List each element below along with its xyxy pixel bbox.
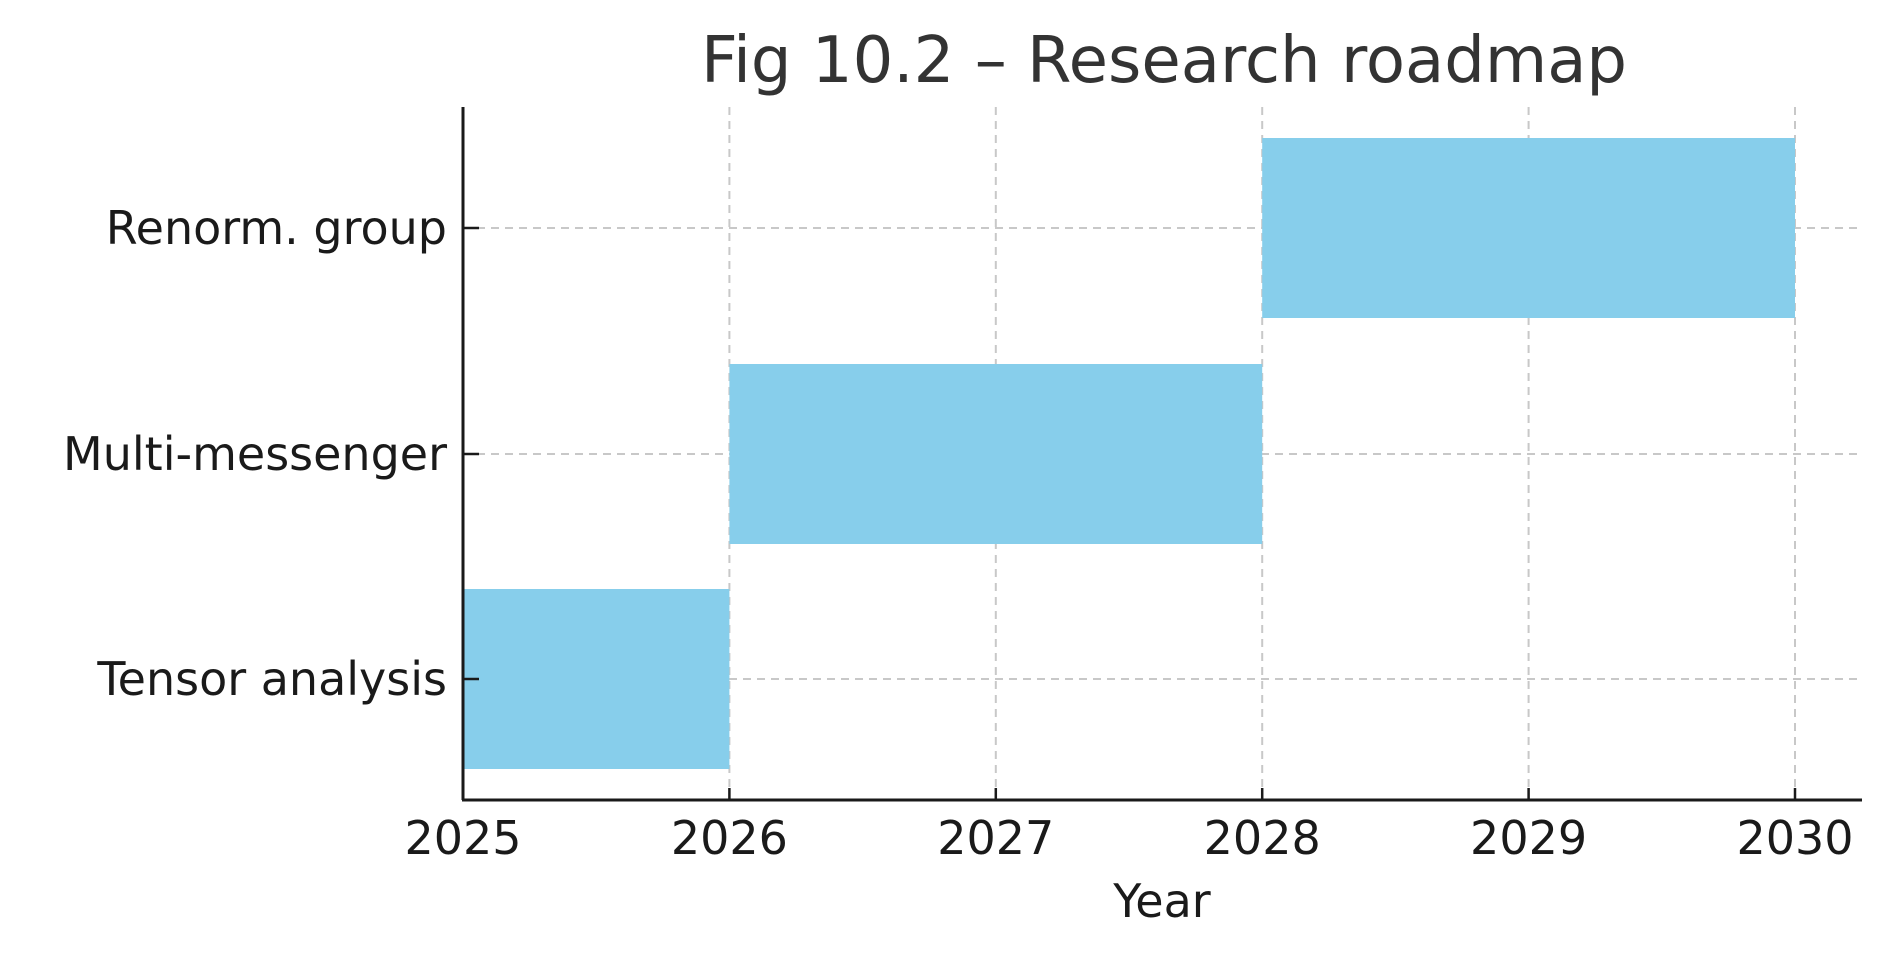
x-tick-label: 2030 xyxy=(1736,811,1853,865)
chart-title: Fig 10.2 – Research roadmap xyxy=(701,24,1627,98)
x-tick-label: 2025 xyxy=(404,811,521,865)
x-tick-label: 2027 xyxy=(937,811,1054,865)
x-tick-label: 2026 xyxy=(671,811,788,865)
x-tick-layer: 2025 2026 2027 2028 2029 2030 xyxy=(404,788,1854,865)
gantt-bar xyxy=(463,589,730,769)
gantt-bar xyxy=(729,364,1263,544)
bar-layer xyxy=(463,138,1795,769)
y-tick-label: Multi-messenger xyxy=(63,427,447,481)
y-tick-label: Tensor analysis xyxy=(96,652,447,706)
x-tick-label: 2029 xyxy=(1470,811,1587,865)
x-tick-label: 2028 xyxy=(1204,811,1321,865)
gantt-bar xyxy=(1262,138,1795,318)
x-axis-label: Year xyxy=(1112,874,1210,928)
y-tick-layer: Tensor analysis Multi-messenger Renorm. gr… xyxy=(63,201,479,706)
y-tick-label: Renorm. group xyxy=(106,201,447,255)
